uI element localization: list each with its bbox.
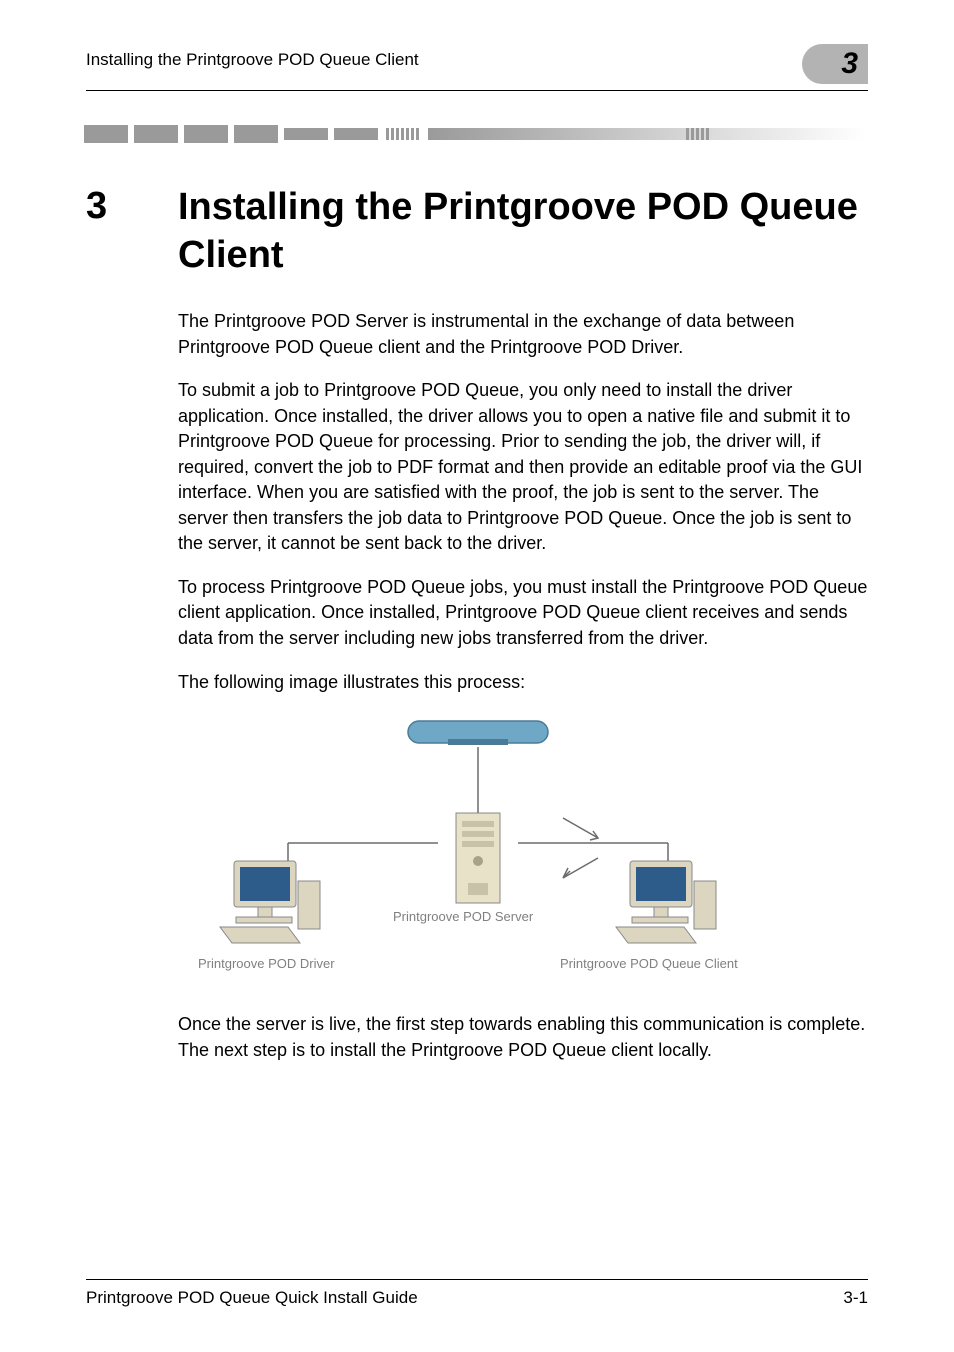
paragraph-3: To process Printgroove POD Queue jobs, y…	[178, 575, 868, 652]
driver-label: Printgroove POD Driver	[198, 956, 335, 971]
chapter-title-text: Installing the Printgroove POD Queue Cli…	[178, 184, 868, 279]
paragraph-1: The Printgroove POD Server is instrument…	[178, 309, 868, 360]
client-label: Printgroove POD Queue Client	[560, 956, 738, 971]
paragraph-4: The following image illustrates this pro…	[178, 670, 868, 696]
page-header: Installing the Printgroove POD Queue Cli…	[86, 44, 868, 91]
chapter-title-row: 3 Installing the Printgroove POD Queue C…	[86, 184, 868, 279]
chapter-badge: 3	[802, 44, 868, 84]
server-icon	[456, 813, 500, 903]
chapter-badge-wrap: 3	[802, 44, 868, 84]
server-label: Printgroove POD Server	[393, 909, 534, 924]
client-pc-icon	[616, 861, 716, 943]
driver-pc-icon	[220, 861, 320, 943]
arrows-icon	[563, 818, 598, 878]
paragraph-5: Once the server is live, the first step …	[178, 1012, 868, 1063]
chapter-number: 3	[841, 47, 858, 81]
decorative-stripes	[84, 125, 866, 143]
running-title: Installing the Printgroove POD Queue Cli…	[86, 44, 419, 70]
footer-left: Printgroove POD Queue Quick Install Guid…	[86, 1288, 418, 1308]
page-footer: Printgroove POD Queue Quick Install Guid…	[86, 1279, 868, 1308]
footer-right: 3-1	[843, 1288, 868, 1308]
firewall-icon	[408, 721, 548, 745]
chapter-title-number: 3	[86, 184, 178, 230]
paragraph-2: To submit a job to Printgroove POD Queue…	[178, 378, 868, 557]
process-diagram: Printgroove POD Server Printgroove POD D…	[178, 713, 868, 988]
